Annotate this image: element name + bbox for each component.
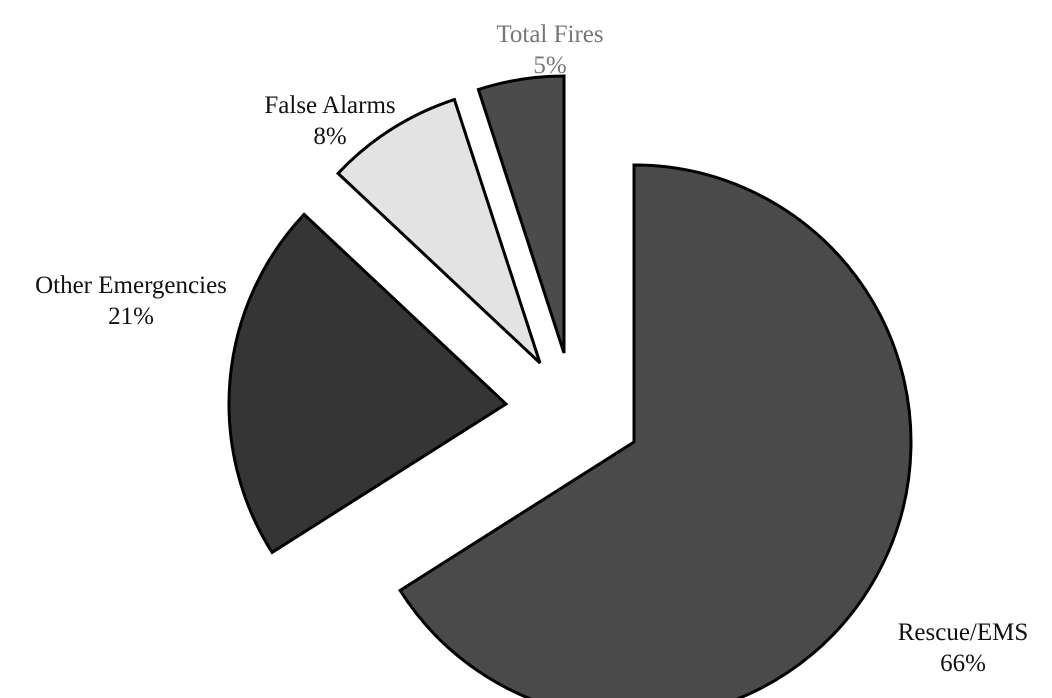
slice-label-other-emergencies: Other Emergencies: [35, 272, 227, 299]
pie-slice-total-fires: [476, 74, 566, 354]
pie-slice-false-alarms: [335, 97, 542, 365]
slice-value-label-total-fires: 5%: [533, 52, 566, 79]
pie-slice-rescue-ems: [398, 163, 913, 698]
slice-label-false-alarms: False Alarms: [264, 92, 395, 119]
slice-value-label-other-emergencies: 21%: [108, 303, 154, 330]
pie-slice-other-emergencies: [227, 212, 509, 555]
slice-label-total-fires: Total Fires: [496, 21, 603, 48]
slice-value-label-false-alarms: 8%: [313, 123, 346, 150]
slice-label-rescue-ems: Rescue/EMS: [898, 619, 1029, 646]
slice-value-label-rescue-ems: 66%: [940, 650, 986, 677]
